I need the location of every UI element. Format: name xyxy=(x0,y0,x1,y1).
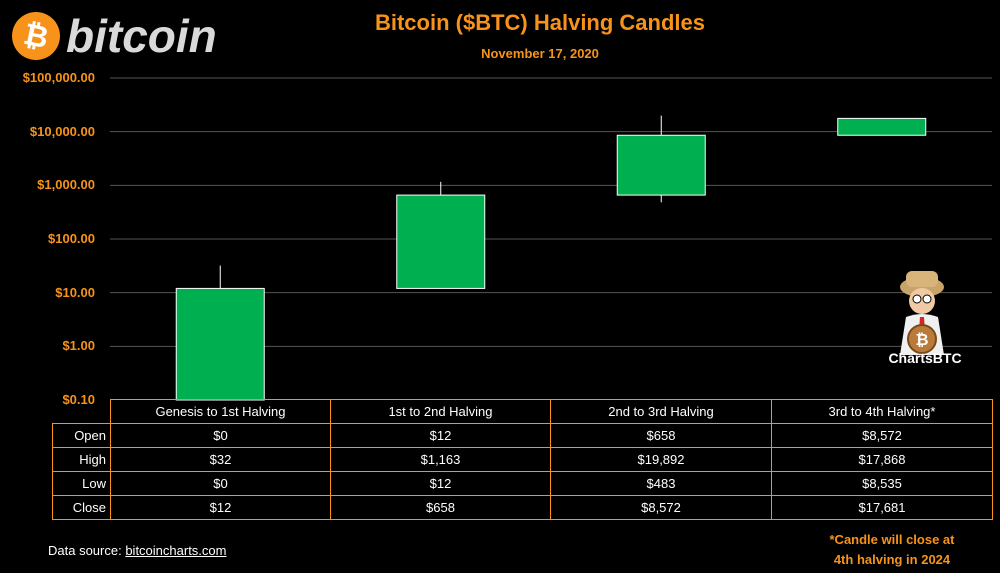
table-cell: $483 xyxy=(550,471,772,496)
table-cell: $32 xyxy=(110,447,331,472)
table-cell: $658 xyxy=(550,423,772,448)
svg-text:₿: ₿ xyxy=(915,331,928,349)
table-row: Open $0 $12 $658 $8,572 xyxy=(52,423,993,448)
y-tick-label: $1,000.00 xyxy=(37,177,95,193)
column-header: Genesis to 1st Halving xyxy=(110,399,331,424)
table-cell: $12 xyxy=(330,423,551,448)
table-cell: $658 xyxy=(330,495,551,520)
table-corner xyxy=(52,399,111,424)
table-cell: $17,681 xyxy=(771,495,993,520)
svg-text:bitcoin: bitcoin xyxy=(66,10,217,62)
column-header: 3rd to 4th Halving* xyxy=(771,399,993,424)
table-cell: $8,535 xyxy=(771,471,993,496)
table-row: High $32 $1,163 $19,892 $17,868 xyxy=(52,447,993,472)
chart-title: Bitcoin ($BTC) Halving Candles xyxy=(374,10,706,35)
candle-body xyxy=(396,194,486,289)
table-cell: $0 xyxy=(110,471,331,496)
y-tick-label: $1.00 xyxy=(62,338,95,354)
row-label: Open xyxy=(52,423,111,448)
data-source-prefix: Data source: xyxy=(48,543,126,558)
table-header-row: Genesis to 1st Halving 1st to 2nd Halvin… xyxy=(52,399,993,424)
chartsbtc-mascot-image: ₿ xyxy=(900,271,944,355)
table-cell: $17,868 xyxy=(771,447,993,472)
table-cell: $8,572 xyxy=(550,495,772,520)
table-row: Low $0 $12 $483 $8,535 xyxy=(52,471,993,496)
data-source: Data source: bitcoincharts.com xyxy=(48,543,226,558)
footnote-line: 4th halving in 2024 xyxy=(833,552,951,567)
ohlc-table: Genesis to 1st Halving 1st to 2nd Halvin… xyxy=(52,399,993,520)
table-cell: $12 xyxy=(330,471,551,496)
row-label: Low xyxy=(52,471,111,496)
table-cell: $0 xyxy=(110,423,331,448)
bitcoin-logo: ₿ bitcoin xyxy=(12,10,217,62)
row-label: Close xyxy=(52,495,111,520)
footnote: *Candle will close at 4th halving in 202… xyxy=(802,530,982,570)
table-cell: $12 xyxy=(110,495,331,520)
y-tick-label: $10.00 xyxy=(55,284,95,300)
table-cell: $19,892 xyxy=(550,447,772,472)
chart-subtitle: November 17, 2020 xyxy=(481,46,599,61)
candlestick-plot xyxy=(110,77,992,401)
column-header: 1st to 2nd Halving xyxy=(330,399,551,424)
y-tick-label: $100,000.00 xyxy=(22,70,95,85)
candle-body xyxy=(175,287,265,401)
mascot-label: ChartsBTC xyxy=(888,350,962,366)
table-row: Close $12 $658 $8,572 $17,681 xyxy=(52,495,993,520)
column-header: 2nd to 3rd Halving xyxy=(550,399,772,424)
table-cell: $8,572 xyxy=(771,423,993,448)
candle-body xyxy=(837,117,927,136)
candle-body xyxy=(616,134,706,196)
table-cell: $1,163 xyxy=(330,447,551,472)
footnote-line: *Candle will close at xyxy=(829,532,955,547)
y-tick-label: $10,000.00 xyxy=(29,123,95,139)
row-label: High xyxy=(52,447,111,472)
data-source-link[interactable]: bitcoincharts.com xyxy=(125,543,227,558)
y-tick-label: $100.00 xyxy=(48,231,95,246)
